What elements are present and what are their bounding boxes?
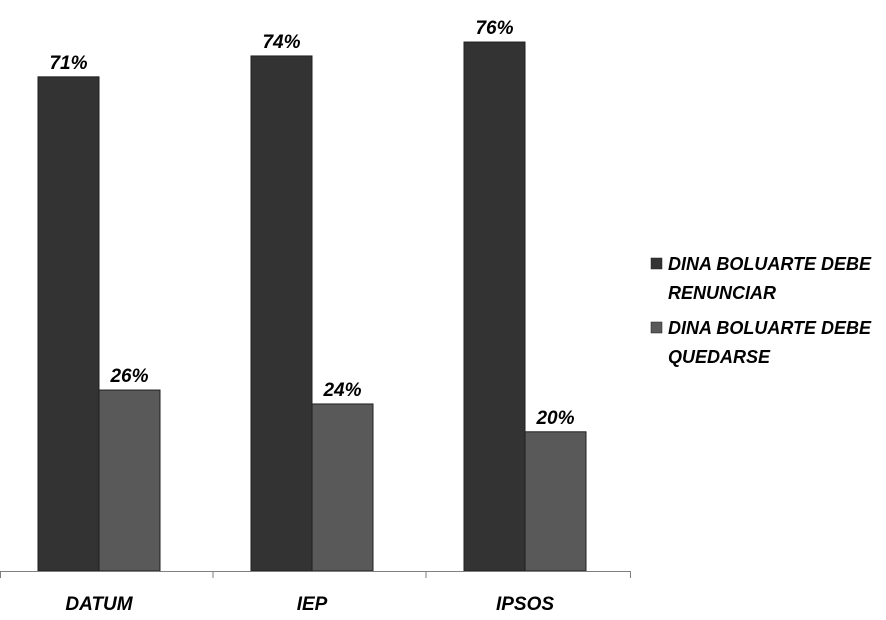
x-tick-label-datum: DATUM <box>65 594 133 615</box>
bar-iep-series-2 <box>311 403 374 572</box>
bar-ipsos-series-1 <box>463 41 526 572</box>
legend-swatch-series-2 <box>650 321 663 334</box>
data-label-ipsos-series-2: 20% <box>535 408 574 429</box>
bars-group <box>37 41 587 572</box>
legend-label-series-2: DINA BOLUARTE DEBE QUEDARSE <box>668 318 872 367</box>
legend: DINA BOLUARTE DEBE RENUNCIAR DINA BOLUARTE… <box>650 254 872 367</box>
x-axis <box>0 571 631 578</box>
x-axis-tick-labels: DATUM IEP IPSOS <box>65 594 554 615</box>
legend-swatch-series-1 <box>650 257 663 270</box>
bar-datum-series-1 <box>37 76 100 572</box>
bar-datum-series-2 <box>98 389 161 572</box>
data-label-datum-series-2: 26% <box>109 366 148 387</box>
data-label-iep-series-2: 24% <box>322 380 361 401</box>
data-label-iep-series-1: 74% <box>262 32 300 53</box>
x-tick-label-iep: IEP <box>297 594 328 615</box>
bar-ipsos-series-2 <box>524 431 587 572</box>
data-labels-group: 71% 26% 74% 24% 76% 20% <box>49 18 574 429</box>
data-label-ipsos-series-1: 76% <box>475 18 513 39</box>
bar-iep-series-1 <box>250 55 313 572</box>
legend-label-series-1: DINA BOLUARTE DEBE RENUNCIAR <box>668 254 872 303</box>
data-label-datum-series-1: 71% <box>49 53 87 74</box>
x-tick-label-ipsos: IPSOS <box>496 594 554 615</box>
